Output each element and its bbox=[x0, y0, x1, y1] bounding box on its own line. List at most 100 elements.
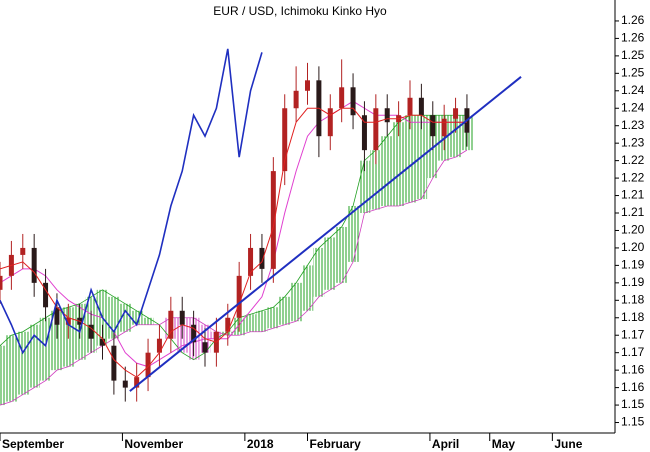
candle-body bbox=[453, 108, 459, 119]
candle-body bbox=[122, 380, 128, 388]
y-tick-label: 1.25 bbox=[621, 66, 645, 80]
candle-body bbox=[418, 97, 424, 116]
y-tick-label: 1.20 bbox=[621, 223, 645, 237]
cloud bbox=[244, 314, 257, 332]
candle-body bbox=[248, 247, 254, 276]
cloud bbox=[51, 310, 63, 371]
candle-body bbox=[100, 338, 105, 346]
cloud bbox=[39, 317, 52, 381]
candle-body bbox=[31, 247, 37, 283]
candle-body bbox=[305, 80, 310, 91]
cloud bbox=[370, 150, 382, 210]
candle-body bbox=[54, 307, 60, 325]
span-a bbox=[0, 114, 467, 361]
x-tick-label: 2018 bbox=[247, 437, 274, 451]
cloud bbox=[324, 237, 336, 290]
x-tick-label: February bbox=[310, 437, 362, 451]
x-tick-label: September bbox=[2, 437, 64, 451]
cloud bbox=[449, 115, 462, 158]
cloud bbox=[0, 345, 6, 406]
y-tick-label: 1.25 bbox=[621, 48, 645, 62]
y-tick-label: 1.18 bbox=[621, 292, 645, 306]
y-tick-label: 1.22 bbox=[621, 153, 645, 167]
candle-body bbox=[361, 115, 367, 151]
candle-body bbox=[65, 317, 71, 325]
candle-body bbox=[350, 87, 356, 116]
cloud bbox=[108, 296, 120, 339]
y-tick-label: 1.16 bbox=[621, 380, 645, 394]
chart-title: EUR / USD, Ichimoku Kinko Hyo bbox=[213, 4, 387, 18]
cloud bbox=[381, 136, 393, 207]
x-tick-label: November bbox=[124, 437, 183, 451]
y-tick-label: 1.24 bbox=[621, 100, 645, 114]
candle-body bbox=[384, 108, 390, 123]
candle-body bbox=[191, 324, 197, 343]
cloud bbox=[313, 247, 325, 297]
y-tick-label: 1.22 bbox=[621, 170, 645, 184]
y-tick-label: 1.19 bbox=[621, 275, 645, 289]
candle-body bbox=[202, 342, 208, 353]
candle-body bbox=[293, 90, 299, 109]
cloud bbox=[130, 310, 143, 325]
y-tick-label: 1.21 bbox=[621, 205, 645, 219]
candle-body bbox=[339, 87, 345, 109]
y-tick-label: 1.17 bbox=[621, 345, 645, 359]
candle-body bbox=[441, 118, 447, 137]
candle-body bbox=[236, 275, 242, 318]
cloud bbox=[358, 160, 371, 214]
cloud bbox=[279, 296, 291, 325]
candle-body bbox=[282, 108, 288, 172]
cloud bbox=[301, 265, 314, 311]
candle-body bbox=[430, 115, 436, 137]
candle-body bbox=[156, 338, 162, 353]
candle-body bbox=[179, 310, 185, 325]
x-tick-label: June bbox=[554, 437, 582, 451]
candle-body bbox=[88, 324, 94, 339]
y-tick-label: 1.15 bbox=[621, 397, 645, 411]
cloud bbox=[5, 335, 18, 402]
cloud bbox=[404, 115, 416, 203]
x-tick-label: April bbox=[432, 437, 459, 451]
candle-body bbox=[270, 171, 276, 269]
y-tick-label: 1.23 bbox=[621, 118, 645, 132]
candle-body bbox=[225, 317, 231, 332]
tenkan-line bbox=[0, 107, 467, 378]
candle-body bbox=[0, 275, 3, 290]
candle-body bbox=[168, 310, 174, 339]
y-tick-label: 1.20 bbox=[621, 240, 645, 254]
candle-body bbox=[407, 97, 413, 116]
trendline bbox=[129, 76, 522, 392]
cloud bbox=[267, 307, 280, 329]
x-tick-label: May bbox=[492, 437, 516, 451]
cloud bbox=[119, 303, 131, 332]
cloud bbox=[335, 226, 348, 283]
cloud bbox=[392, 122, 405, 207]
cloud bbox=[347, 206, 359, 262]
candle-body bbox=[20, 247, 26, 255]
candle-body bbox=[327, 108, 333, 137]
candle-body bbox=[145, 352, 151, 378]
y-tick-label: 1.23 bbox=[621, 135, 645, 149]
candle-body bbox=[111, 345, 117, 381]
candle-body bbox=[134, 377, 140, 388]
y-tick-label: 1.16 bbox=[621, 362, 645, 376]
y-tick-label: 1.17 bbox=[621, 327, 645, 341]
candle-body bbox=[259, 247, 265, 269]
cloud bbox=[17, 331, 29, 395]
chikou-line bbox=[0, 48, 263, 355]
y-tick-label: 1.26 bbox=[621, 31, 645, 45]
cloud bbox=[290, 282, 302, 322]
y-tick-label: 1.18 bbox=[621, 310, 645, 324]
cloud bbox=[142, 317, 154, 325]
y-tick-label: 1.21 bbox=[621, 188, 645, 202]
y-tick-label: 1.26 bbox=[621, 13, 645, 27]
candle-body bbox=[43, 282, 49, 308]
y-tick-label: 1.24 bbox=[621, 83, 645, 97]
candle-body bbox=[373, 108, 379, 151]
y-tick-label: 1.15 bbox=[621, 415, 645, 429]
cloud bbox=[28, 324, 40, 388]
y-tick-label: 1.19 bbox=[621, 258, 645, 272]
cloud bbox=[256, 310, 268, 332]
